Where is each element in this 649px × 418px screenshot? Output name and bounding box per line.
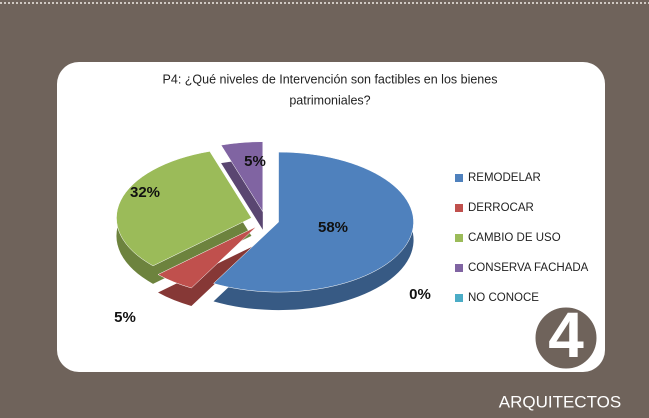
badge-circle xyxy=(532,304,600,372)
data-label: 58% xyxy=(318,219,348,236)
footer: ARQUITECTOS xyxy=(499,392,621,411)
data-label: 0% xyxy=(409,286,431,303)
data-label: 32% xyxy=(130,184,160,201)
chart-title: patrimoniales? xyxy=(289,93,370,107)
data-label: 5% xyxy=(114,309,136,326)
legend-label: CAMBIO DE USO xyxy=(468,232,561,244)
pie-slice xyxy=(213,151,414,293)
pie-slice xyxy=(157,226,257,289)
pie-slice xyxy=(116,151,252,267)
legend-label: CONSERVA FACHADA xyxy=(468,262,589,274)
legend-swatch xyxy=(455,204,463,212)
pie-slice xyxy=(220,141,264,213)
legend-label: DERROCAR xyxy=(468,202,534,214)
data-label: 5% xyxy=(244,153,266,170)
chart-title: P4: ¿Qué niveles de Intervención son fac… xyxy=(163,72,498,86)
legend-swatch xyxy=(455,294,463,302)
legend-swatch xyxy=(455,174,463,182)
legend-swatch xyxy=(455,234,463,242)
legend-swatch xyxy=(455,264,463,272)
badge: 4 xyxy=(548,299,584,371)
pie-slice-side xyxy=(158,244,257,306)
legend-label: REMODELAR xyxy=(468,172,541,184)
legend-label: NO CONOCE xyxy=(468,292,539,304)
